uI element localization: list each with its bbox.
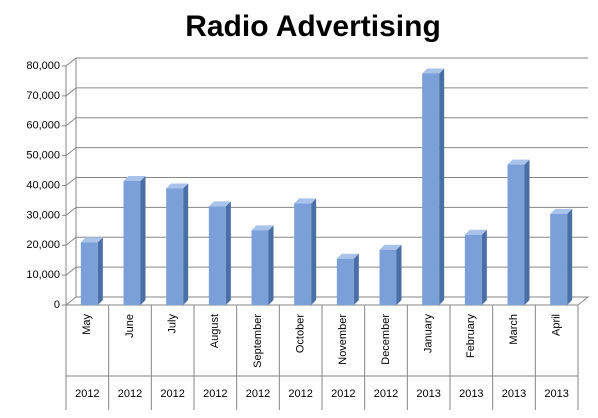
grid-line bbox=[65, 147, 77, 157]
x-tick-label: November bbox=[337, 314, 349, 365]
x-tick-label: March bbox=[508, 314, 520, 345]
x-tick-label: October bbox=[295, 314, 307, 353]
bar-top bbox=[464, 229, 487, 235]
bar-side bbox=[353, 253, 359, 305]
bar-side bbox=[396, 244, 402, 305]
bar-top bbox=[80, 237, 103, 243]
y-tick-label: 10,000 bbox=[26, 269, 60, 281]
year-label: 2013 bbox=[459, 388, 483, 400]
grid-line bbox=[65, 87, 77, 97]
year-label: 2012 bbox=[75, 388, 99, 400]
x-tick-label: August bbox=[209, 314, 221, 348]
y-tick-label: 80,000 bbox=[26, 60, 60, 72]
year-label: 2013 bbox=[544, 388, 568, 400]
x-tick-label: July bbox=[167, 314, 179, 334]
bar bbox=[208, 206, 226, 305]
y-tick-label: 70,000 bbox=[26, 90, 60, 102]
y-tick-label: 60,000 bbox=[26, 120, 60, 132]
bar-top bbox=[251, 225, 274, 231]
bar-top bbox=[294, 198, 317, 204]
bar-top bbox=[550, 208, 573, 214]
year-label: 2013 bbox=[502, 388, 526, 400]
year-label: 2012 bbox=[246, 388, 270, 400]
bar-side bbox=[524, 159, 530, 305]
bar-top bbox=[379, 244, 402, 250]
bar-side bbox=[225, 201, 231, 305]
bar bbox=[379, 249, 397, 305]
bar bbox=[550, 213, 568, 305]
bar bbox=[251, 230, 269, 305]
year-label: 2012 bbox=[160, 388, 184, 400]
bar bbox=[166, 188, 184, 305]
x-tick-label: January bbox=[423, 314, 435, 354]
year-label: 2012 bbox=[203, 388, 227, 400]
x-tick-label: April bbox=[551, 314, 563, 336]
year-label: 2012 bbox=[374, 388, 398, 400]
bar-side bbox=[97, 237, 103, 305]
bar-side bbox=[567, 208, 573, 305]
grid-line bbox=[65, 236, 77, 246]
bar-top bbox=[422, 68, 445, 74]
bar bbox=[294, 203, 312, 305]
year-label: 2012 bbox=[331, 388, 355, 400]
bar-side bbox=[183, 183, 189, 305]
grid-line bbox=[65, 117, 77, 127]
bar-top bbox=[166, 183, 189, 189]
y-tick-label: 40,000 bbox=[26, 179, 60, 191]
bar-side bbox=[439, 68, 445, 305]
grid-line bbox=[65, 177, 77, 186]
bar-top bbox=[123, 176, 146, 182]
y-tick-label: 50,000 bbox=[26, 150, 60, 162]
grid-line bbox=[65, 206, 77, 216]
year-label: 2012 bbox=[118, 388, 142, 400]
year-label: 2013 bbox=[416, 388, 440, 400]
grid-line bbox=[65, 266, 77, 276]
bar bbox=[422, 73, 440, 305]
bar-side bbox=[268, 225, 274, 305]
year-label: 2012 bbox=[288, 388, 312, 400]
bar bbox=[336, 258, 354, 305]
chart-title: Radio Advertising bbox=[185, 10, 441, 43]
bar bbox=[123, 181, 141, 305]
bar-top bbox=[507, 159, 530, 165]
x-tick-label: December bbox=[380, 314, 392, 365]
y-tick-label: 20,000 bbox=[26, 239, 60, 251]
bar bbox=[80, 242, 98, 305]
bar-top bbox=[336, 253, 359, 259]
grid-line bbox=[65, 57, 77, 67]
bar bbox=[464, 234, 482, 305]
x-tick-label: February bbox=[465, 314, 477, 359]
y-tick-label: 30,000 bbox=[26, 209, 60, 221]
bar-side bbox=[140, 176, 146, 305]
bar-side bbox=[311, 198, 317, 305]
x-tick-label: May bbox=[81, 314, 93, 335]
bar-side bbox=[481, 229, 487, 305]
bar bbox=[507, 164, 525, 305]
y-tick-label: 0 bbox=[54, 299, 60, 311]
x-tick-label: June bbox=[124, 314, 136, 338]
bar-top bbox=[208, 201, 231, 207]
x-tick-label: September bbox=[252, 314, 264, 368]
